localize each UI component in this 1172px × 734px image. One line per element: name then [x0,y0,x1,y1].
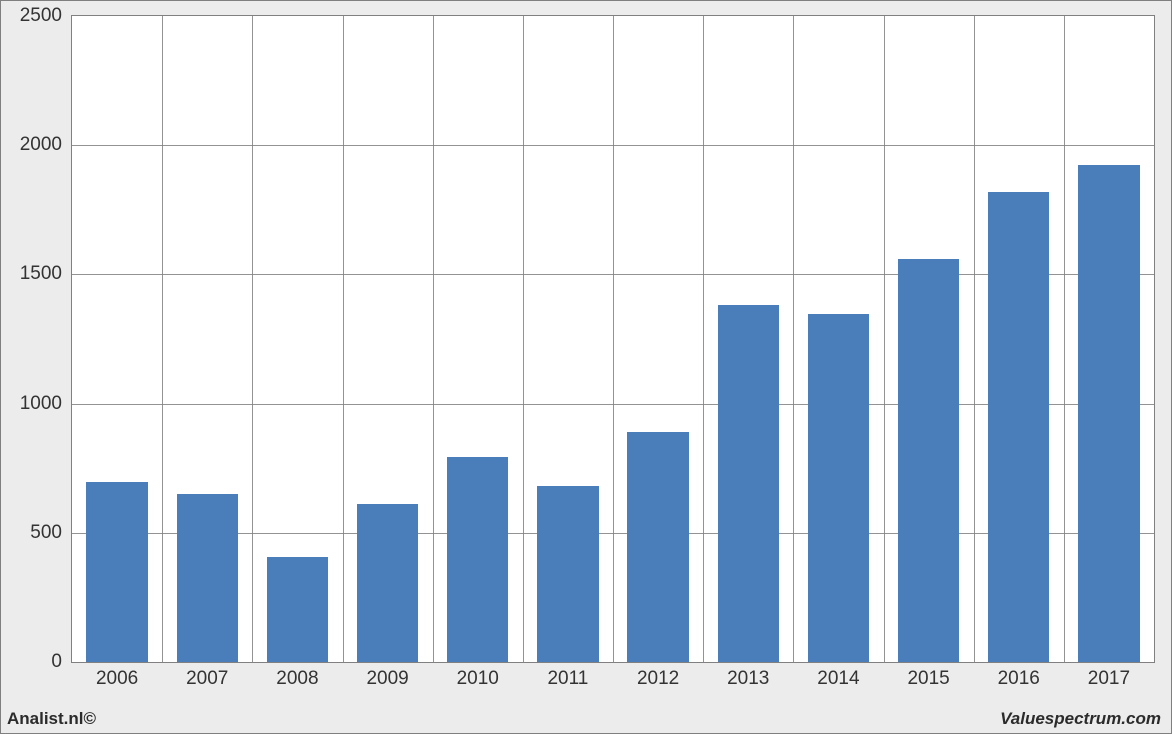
y-tick-label: 2000 [20,134,62,156]
footer-left: Analist.nl© [7,709,96,729]
bar [627,432,688,662]
gridline-v [974,16,975,662]
bar [1078,165,1139,662]
x-tick-label: 2017 [1088,668,1130,690]
chart-container: 0 500 1000 1500 2000 2500 2006 2007 2008 2009 2010… [0,0,1172,734]
bar [357,504,418,662]
gridline-v [884,16,885,662]
y-tick-label: 1000 [20,393,62,415]
bar [177,494,238,662]
bar [537,486,598,662]
gridline-v [433,16,434,662]
y-tick-label: 0 [51,651,62,673]
gridline-v [523,16,524,662]
bar [808,314,869,662]
x-tick-label: 2010 [457,668,499,690]
x-tick-label: 2009 [366,668,408,690]
gridline-v [252,16,253,662]
x-tick-label: 2008 [276,668,318,690]
bar [898,259,959,662]
x-tick-label: 2015 [907,668,949,690]
x-tick-label: 2011 [547,668,588,690]
y-tick-label: 500 [30,522,62,544]
gridline-v [343,16,344,662]
x-tick-label: 2016 [998,668,1040,690]
bar [267,557,328,662]
bar [718,305,779,662]
footer-right: Valuespectrum.com [1000,709,1161,729]
x-tick-label: 2006 [96,668,138,690]
plot-wrap: 0 500 1000 1500 2000 2500 2006 2007 2008 2009 2010… [7,7,1165,703]
x-tick-label: 2007 [186,668,228,690]
y-tick-label: 2500 [20,5,62,27]
y-tick-label: 1500 [20,263,62,285]
x-tick-label: 2013 [727,668,769,690]
gridline-v [703,16,704,662]
x-tick-label: 2014 [817,668,859,690]
gridline-v [793,16,794,662]
x-tick-label: 2012 [637,668,679,690]
bar [86,482,147,662]
plot-area: 0500100015002000250020062007200820092010… [71,15,1155,663]
bar [988,192,1049,662]
gridline-v [613,16,614,662]
gridline-v [162,16,163,662]
bar [447,457,508,662]
gridline-v [1064,16,1065,662]
